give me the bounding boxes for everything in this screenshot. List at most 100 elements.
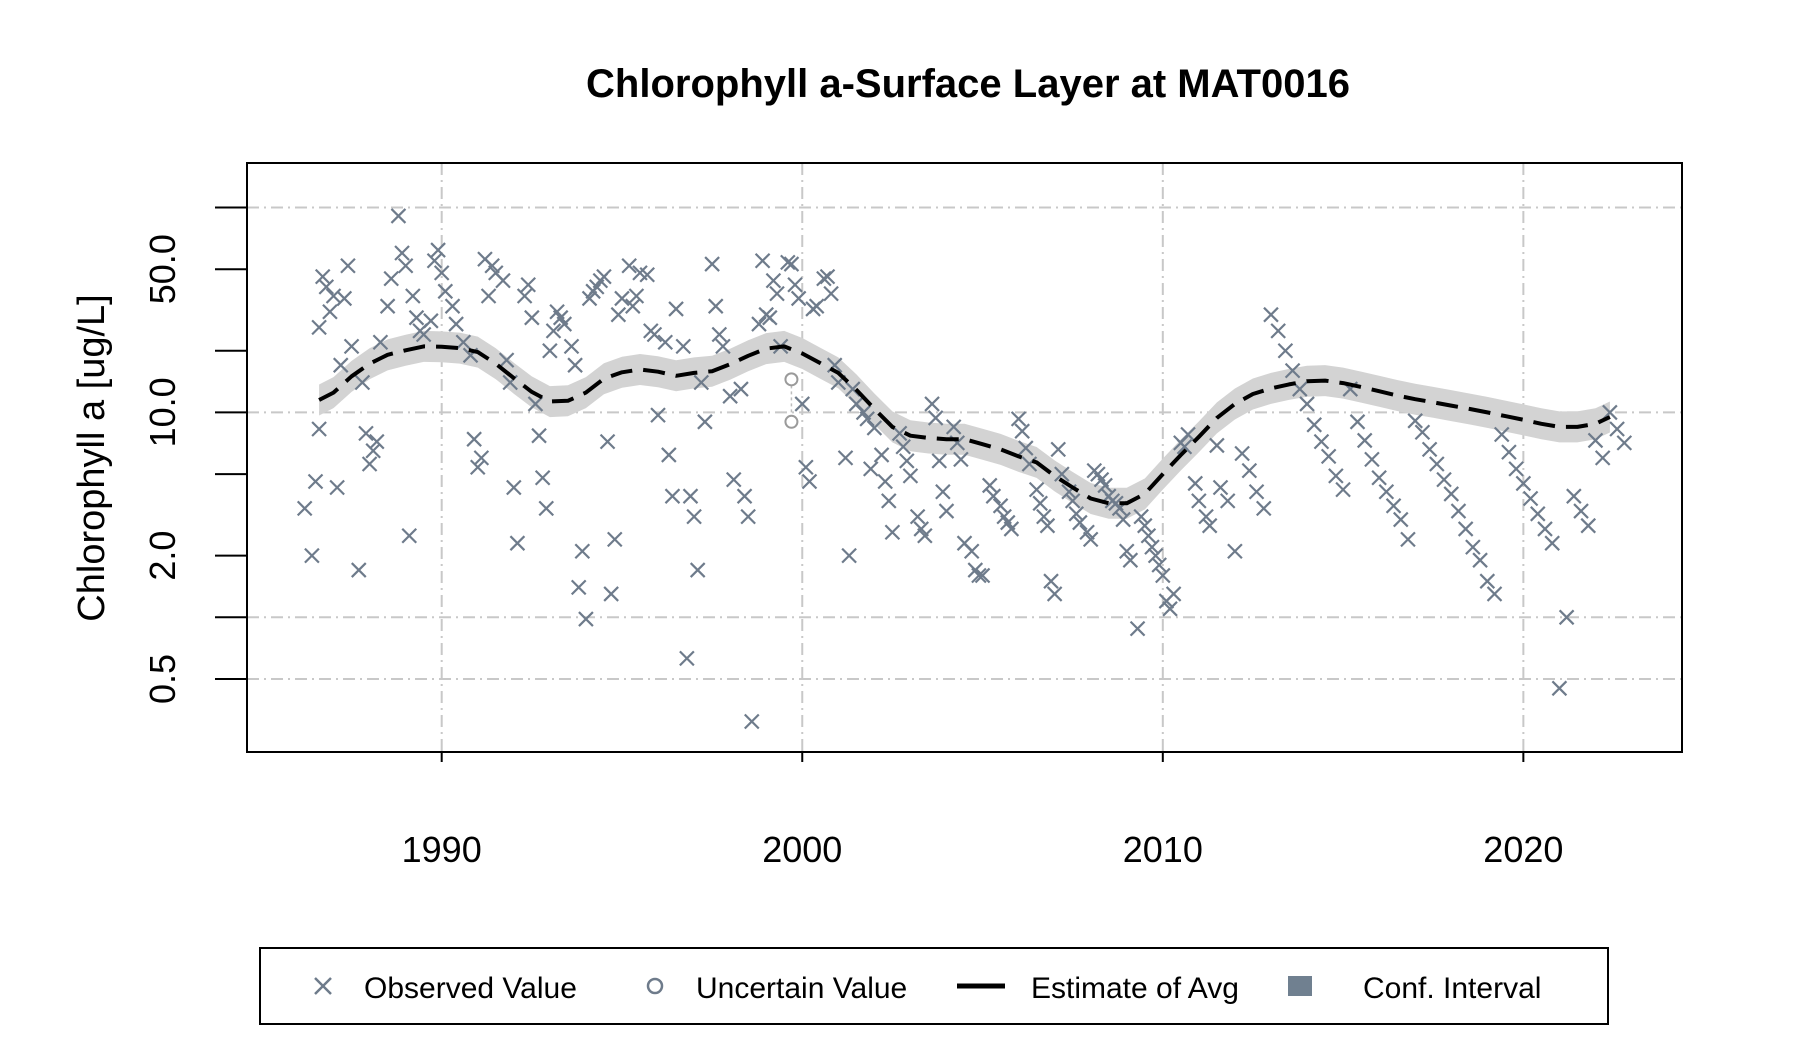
observed-point <box>704 256 720 272</box>
observed-point <box>336 290 353 307</box>
legend-item-estimate: Estimate of Avg <box>957 972 1239 1005</box>
observed-point <box>542 342 558 359</box>
observed-point <box>819 268 836 285</box>
observed-point <box>1486 586 1503 602</box>
observed-point <box>1356 432 1373 449</box>
observed-point <box>397 257 414 274</box>
observed-point <box>1187 475 1204 492</box>
x-axis: 1990 2000 2010 2020 <box>402 752 1563 870</box>
observed-point <box>1609 421 1625 437</box>
observed-point <box>1407 413 1423 429</box>
observed-point <box>736 488 753 504</box>
legend-item-observed: Observed Value <box>314 972 577 1005</box>
observed-point <box>473 450 490 466</box>
legend-box <box>259 947 1609 1025</box>
observed-point <box>1530 506 1546 522</box>
observed-point <box>311 421 327 437</box>
observed-point <box>1039 517 1056 534</box>
observed-point <box>1436 471 1452 488</box>
observed-point <box>808 298 825 314</box>
observed-point <box>769 285 785 302</box>
observed-point <box>1234 445 1250 462</box>
observed-point <box>1227 543 1243 560</box>
observed-point <box>1043 573 1059 589</box>
observed-point <box>884 524 901 541</box>
observed-point <box>296 500 313 517</box>
observed-point <box>433 265 450 281</box>
observed-point <box>430 242 446 258</box>
observed-point <box>881 493 897 509</box>
observed-point <box>495 272 511 289</box>
uncertain-points <box>784 372 799 429</box>
observed-point <box>953 451 969 468</box>
observed-point <box>945 419 962 435</box>
ci-band <box>319 330 1610 519</box>
observed-point <box>823 285 839 302</box>
observed-point <box>516 288 533 304</box>
observed-point <box>917 527 933 544</box>
observed-point <box>304 547 320 564</box>
uncertain-point <box>784 414 799 429</box>
observed-point <box>787 276 803 293</box>
grid <box>247 163 1682 752</box>
observed-point <box>603 586 619 602</box>
observed-point <box>1176 438 1193 455</box>
observed-point <box>455 334 472 351</box>
observed-point <box>415 326 432 343</box>
observed-point <box>859 411 875 427</box>
observed-point <box>1277 342 1294 359</box>
chart-title: Chlorophyll a-Surface Layer at MAT0016 <box>586 62 1350 106</box>
observed-point <box>621 257 637 274</box>
x-tick-label: 2000 <box>762 829 842 870</box>
observed-point <box>1270 323 1286 339</box>
observed-point <box>679 650 695 667</box>
observed-point <box>686 508 702 525</box>
observed-point <box>563 338 580 355</box>
observed-point <box>1180 426 1196 443</box>
observed-point <box>715 338 731 355</box>
observed-point <box>1014 423 1030 439</box>
observed-point <box>1508 461 1524 477</box>
observed-point <box>372 334 389 351</box>
observed-point <box>1522 490 1539 507</box>
observed-point <box>332 357 349 373</box>
legend-label-observed: Observed Value <box>364 972 577 1005</box>
legend-x-marker-icon <box>314 977 332 995</box>
observed-point <box>365 442 381 459</box>
observed-point <box>405 288 421 304</box>
observed-point <box>527 396 544 412</box>
observed-point <box>981 477 998 494</box>
observed-point <box>1068 506 1085 522</box>
observed-point <box>873 447 890 463</box>
observed-point <box>1212 479 1229 496</box>
observed-point <box>524 309 540 326</box>
observed-point <box>1219 493 1236 509</box>
observed-point <box>899 453 915 469</box>
observed-point <box>1479 573 1496 589</box>
observed-point <box>971 567 987 584</box>
observed-point <box>1443 486 1460 502</box>
observed-point <box>1472 552 1488 568</box>
observed-point <box>743 713 760 730</box>
observed-point <box>1162 601 1178 617</box>
observed-point <box>1003 521 1020 537</box>
observed-point <box>1493 426 1510 443</box>
observed-point <box>1421 441 1438 458</box>
observed-point <box>311 319 327 336</box>
observed-point <box>614 290 630 307</box>
observed-point <box>837 450 854 466</box>
observed-point <box>314 268 331 285</box>
observed-point <box>1349 414 1366 430</box>
observed-point <box>1248 483 1265 500</box>
ci-band-area <box>319 330 1610 519</box>
observed-point <box>354 374 371 391</box>
observed-point <box>877 473 893 490</box>
observed-point <box>1241 462 1258 479</box>
y-tick-label: 50.0 <box>142 234 183 304</box>
observed-point <box>578 611 594 627</box>
observed-point <box>1115 511 1131 528</box>
observed-point <box>343 338 360 355</box>
observed-point <box>924 396 940 412</box>
observed-point <box>1050 441 1067 458</box>
observed-point <box>1028 481 1045 498</box>
